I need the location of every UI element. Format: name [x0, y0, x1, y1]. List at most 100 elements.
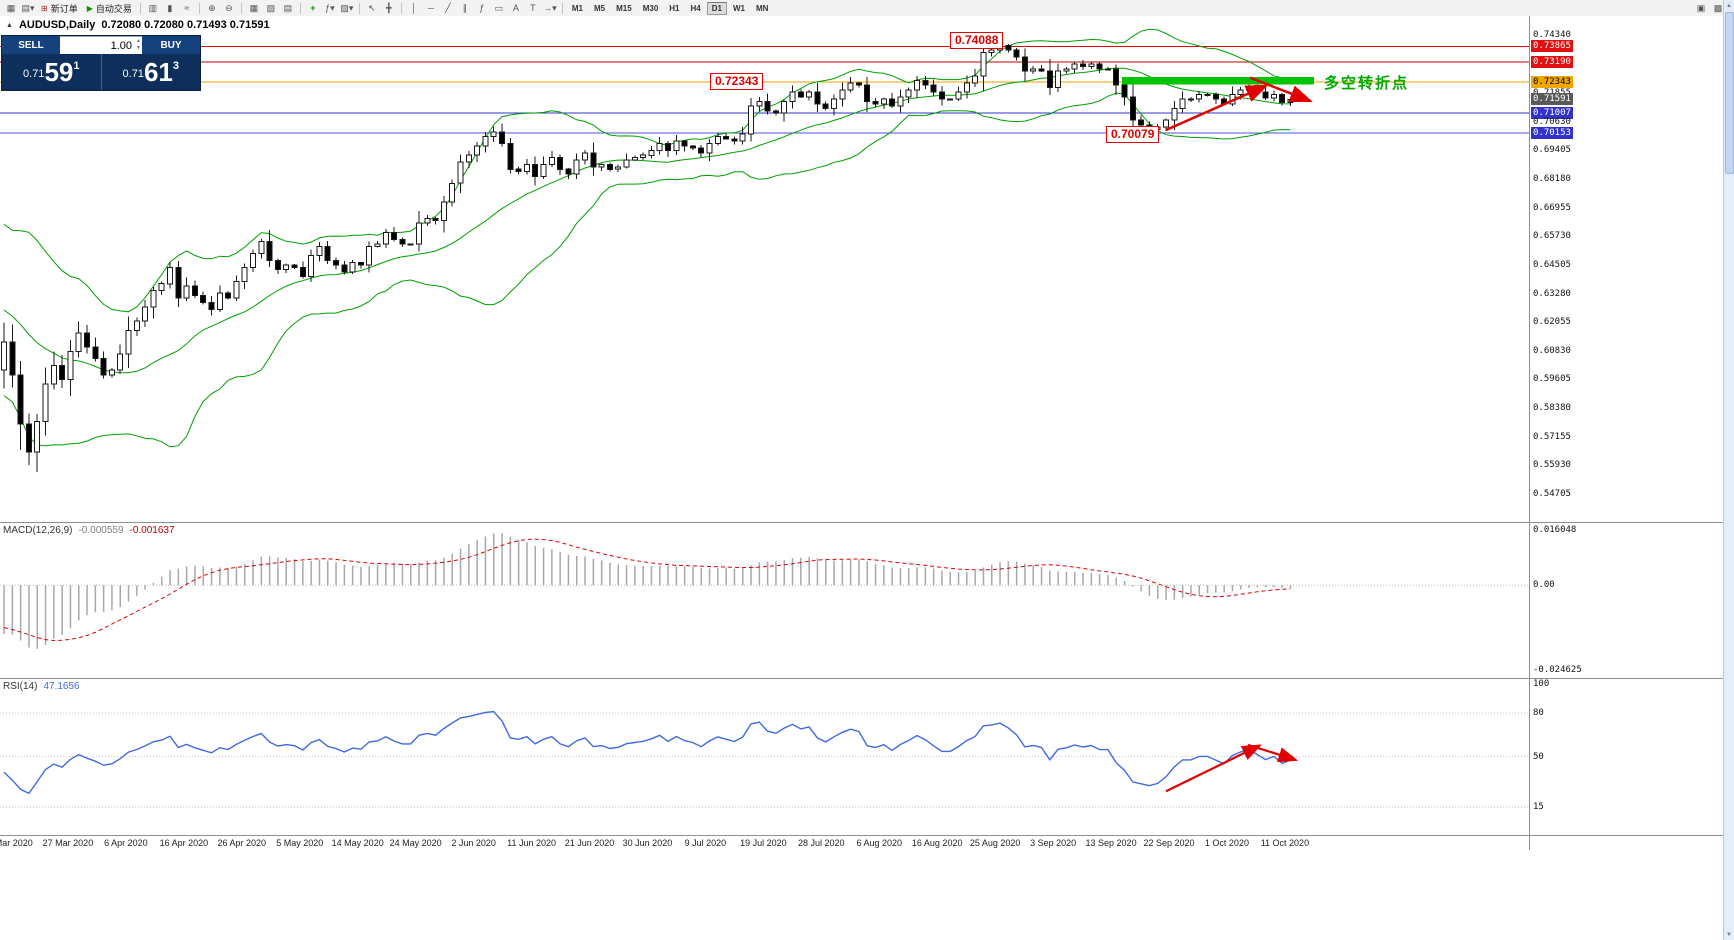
date-axis-label: 11 Jun 2020	[507, 838, 556, 848]
price-callout: 0.72343	[710, 73, 764, 90]
cascade-windows-icon[interactable]: ▧	[266, 2, 276, 13]
timeframe-m1[interactable]: M1	[571, 3, 584, 13]
macd-name: MACD(12,26,9)	[3, 525, 73, 536]
autotrade-button-icon: ▶	[86, 3, 93, 13]
arrows-tool-icon[interactable]: →▾	[543, 2, 557, 13]
timeframe-h4[interactable]: H4	[690, 3, 701, 13]
date-axis-label: 11 Oct 2020	[1260, 838, 1310, 848]
scrollbar-down-icon[interactable]: ▼	[1726, 931, 1732, 938]
toolbar-separator	[358, 2, 360, 14]
bar-chart-icon[interactable]: ▥	[148, 2, 158, 13]
add-indicator-icon[interactable]: +	[310, 3, 316, 13]
text-label-icon[interactable]: T	[530, 3, 536, 13]
date-axis-label: 30 Jun 2020	[622, 838, 673, 848]
candlestick-chart-icon[interactable]: ▮	[167, 2, 173, 13]
date-axis-label: 14 May 2020	[331, 838, 384, 848]
fibonacci-icon[interactable]: ƒ	[479, 3, 485, 13]
arrange-windows-icon[interactable]: ▤	[283, 2, 293, 13]
date-axis-label: 21 Jun 2020	[564, 838, 615, 848]
price-axis-label: 0.68180	[1533, 174, 1571, 184]
shapes-icon[interactable]: ▭	[494, 2, 504, 13]
scrollbar-up-ic[interactable]: ▲	[1726, 2, 1732, 9]
profiles-icon[interactable]: ▤▾	[21, 2, 35, 13]
timeframe-m15[interactable]: M15	[616, 3, 632, 13]
new-chart-icon[interactable]: ▦	[6, 2, 16, 13]
new-order-button[interactable]: ⊞ 新订单	[41, 3, 78, 14]
buy-price-pipette: 3	[172, 60, 179, 72]
tile-windows-icon[interactable]: ▦	[249, 2, 259, 13]
timeframe-m5[interactable]: M5	[594, 3, 606, 13]
pane-separator[interactable]	[0, 522, 1724, 523]
sell-price-prefix: 0.71	[23, 68, 45, 80]
timeframe-w1[interactable]: W1	[732, 3, 745, 13]
price-axis-label: 0.64505	[1533, 260, 1571, 270]
toolbar-separator	[299, 2, 301, 14]
cursor-icon[interactable]: ↖	[368, 2, 376, 13]
text-icon[interactable]: A	[512, 3, 519, 13]
main-chart-pane[interactable]	[0, 16, 1529, 522]
pane-separator[interactable]	[0, 678, 1724, 679]
crosshair-icon[interactable]: ╋	[386, 2, 392, 13]
channel-icon[interactable]: ∥	[462, 2, 468, 13]
timeframe-mn[interactable]: MN	[755, 3, 769, 13]
price-axis-border	[1529, 16, 1530, 850]
indicators-list-icon[interactable]: ƒ▾	[325, 2, 335, 13]
trendline-icon[interactable]: ╱	[445, 2, 451, 13]
zoom-in-icon[interactable]: ⊕	[208, 2, 216, 13]
date-axis-label: 2 Jun 2020	[451, 838, 496, 848]
vertical-line-icon[interactable]: │	[411, 3, 417, 13]
buy-price-main: 61	[143, 57, 173, 87]
sell-button[interactable]: SELL	[2, 36, 60, 54]
macd-pane[interactable]	[0, 522, 1529, 678]
window-layout-icon[interactable]: ▣	[1696, 2, 1706, 13]
buy-price-prefix: 0.71	[122, 68, 144, 80]
horizontal-price-lines	[0, 45, 1529, 134]
sell-price-display[interactable]: 0.71 59 1	[2, 54, 102, 90]
timeframe-m30[interactable]: M30	[642, 3, 659, 13]
date-axis-label: 6 Aug 2020	[856, 838, 903, 848]
buy-price-display[interactable]: 0.71 61 3	[102, 54, 201, 90]
price-axis-label: 0.58380	[1533, 403, 1571, 413]
price-callout: 0.74088	[950, 32, 1004, 49]
zoom-out-icon[interactable]: ⊖	[225, 2, 233, 13]
one-click-collapse-icon[interactable]: ▲	[6, 21, 13, 29]
pane-separator	[0, 835, 1724, 836]
price-axis-label: 0.60830	[1533, 346, 1571, 356]
volume-input[interactable]: 1.00 ▲ ▼	[60, 36, 142, 54]
price-axis-label: 0.62055	[1533, 317, 1571, 327]
macd-signal-line	[3, 538, 1291, 642]
vertical-scrollbar[interactable]: ▲ ▼	[1723, 0, 1734, 940]
spinner-up-icon[interactable]: ▲	[136, 38, 141, 44]
rsi-name: RSI(14)	[3, 681, 38, 692]
date-axis-label: 1 Oct 2020	[1204, 838, 1249, 848]
macd-axis-label: 0.016048	[1533, 525, 1577, 535]
spinner-down-icon[interactable]: ▼	[136, 45, 141, 51]
timeframe-d1[interactable]: D1	[706, 1, 727, 15]
horizontal-line-icon[interactable]: ─	[427, 3, 435, 13]
rsi-line	[3, 710, 1291, 795]
timeframe-h1[interactable]: H1	[669, 3, 680, 13]
buy-button[interactable]: BUY	[142, 36, 200, 54]
price-axis-label: 0.54705	[1533, 489, 1571, 499]
rsi-value: 47.1656	[43, 681, 80, 692]
date-axis-label: 6 Apr 2020	[104, 838, 148, 848]
price-axis-label: 0.55930	[1533, 460, 1571, 470]
toolbar-separator	[240, 2, 242, 14]
docking-icon[interactable]: ▩	[1713, 2, 1723, 13]
macd-indicator-label: MACD(12,26,9) -0.000559 -0.001637	[3, 525, 175, 536]
line-chart-icon[interactable]: ≈	[184, 3, 190, 13]
date-axis-label: 24 May 2020	[389, 838, 442, 848]
templates-icon[interactable]: ▨▾	[340, 2, 354, 13]
price-axis-label: 0.74340	[1533, 30, 1571, 40]
date-axis-label: 13 Sep 2020	[1085, 838, 1137, 848]
date-axis: 8 Mar 2020 27 Mar 2020 6 Apr 2020 16 Apr 20…	[0, 835, 1529, 850]
rsi-pane[interactable]	[0, 678, 1529, 835]
ohlc-values: 0.72080 0.72080 0.71493 0.71591	[101, 19, 270, 31]
toolbar: ▦ ▤▾ ⊞ 新订单 ▶ 自动交易 ▥ ▮ ≈ ⊕ ⊖ ▦ ▧ ▤ + ƒ▾ ▨▾ ↖ ╋ │ ─ ╱ ∥ ƒ ▭ A T →▾ M1 M…	[0, 0, 1726, 17]
date-axis-label: 19 Jul 2020	[740, 838, 787, 848]
volume-spinner[interactable]: ▲ ▼	[136, 38, 141, 52]
scrollbar-thumb[interactable]	[1725, 12, 1734, 174]
date-axis-label: 16 Apr 2020	[159, 838, 209, 848]
rsi-axis-label: 100	[1533, 679, 1550, 689]
autotrade-button[interactable]: ▶ 自动交易	[86, 3, 132, 14]
